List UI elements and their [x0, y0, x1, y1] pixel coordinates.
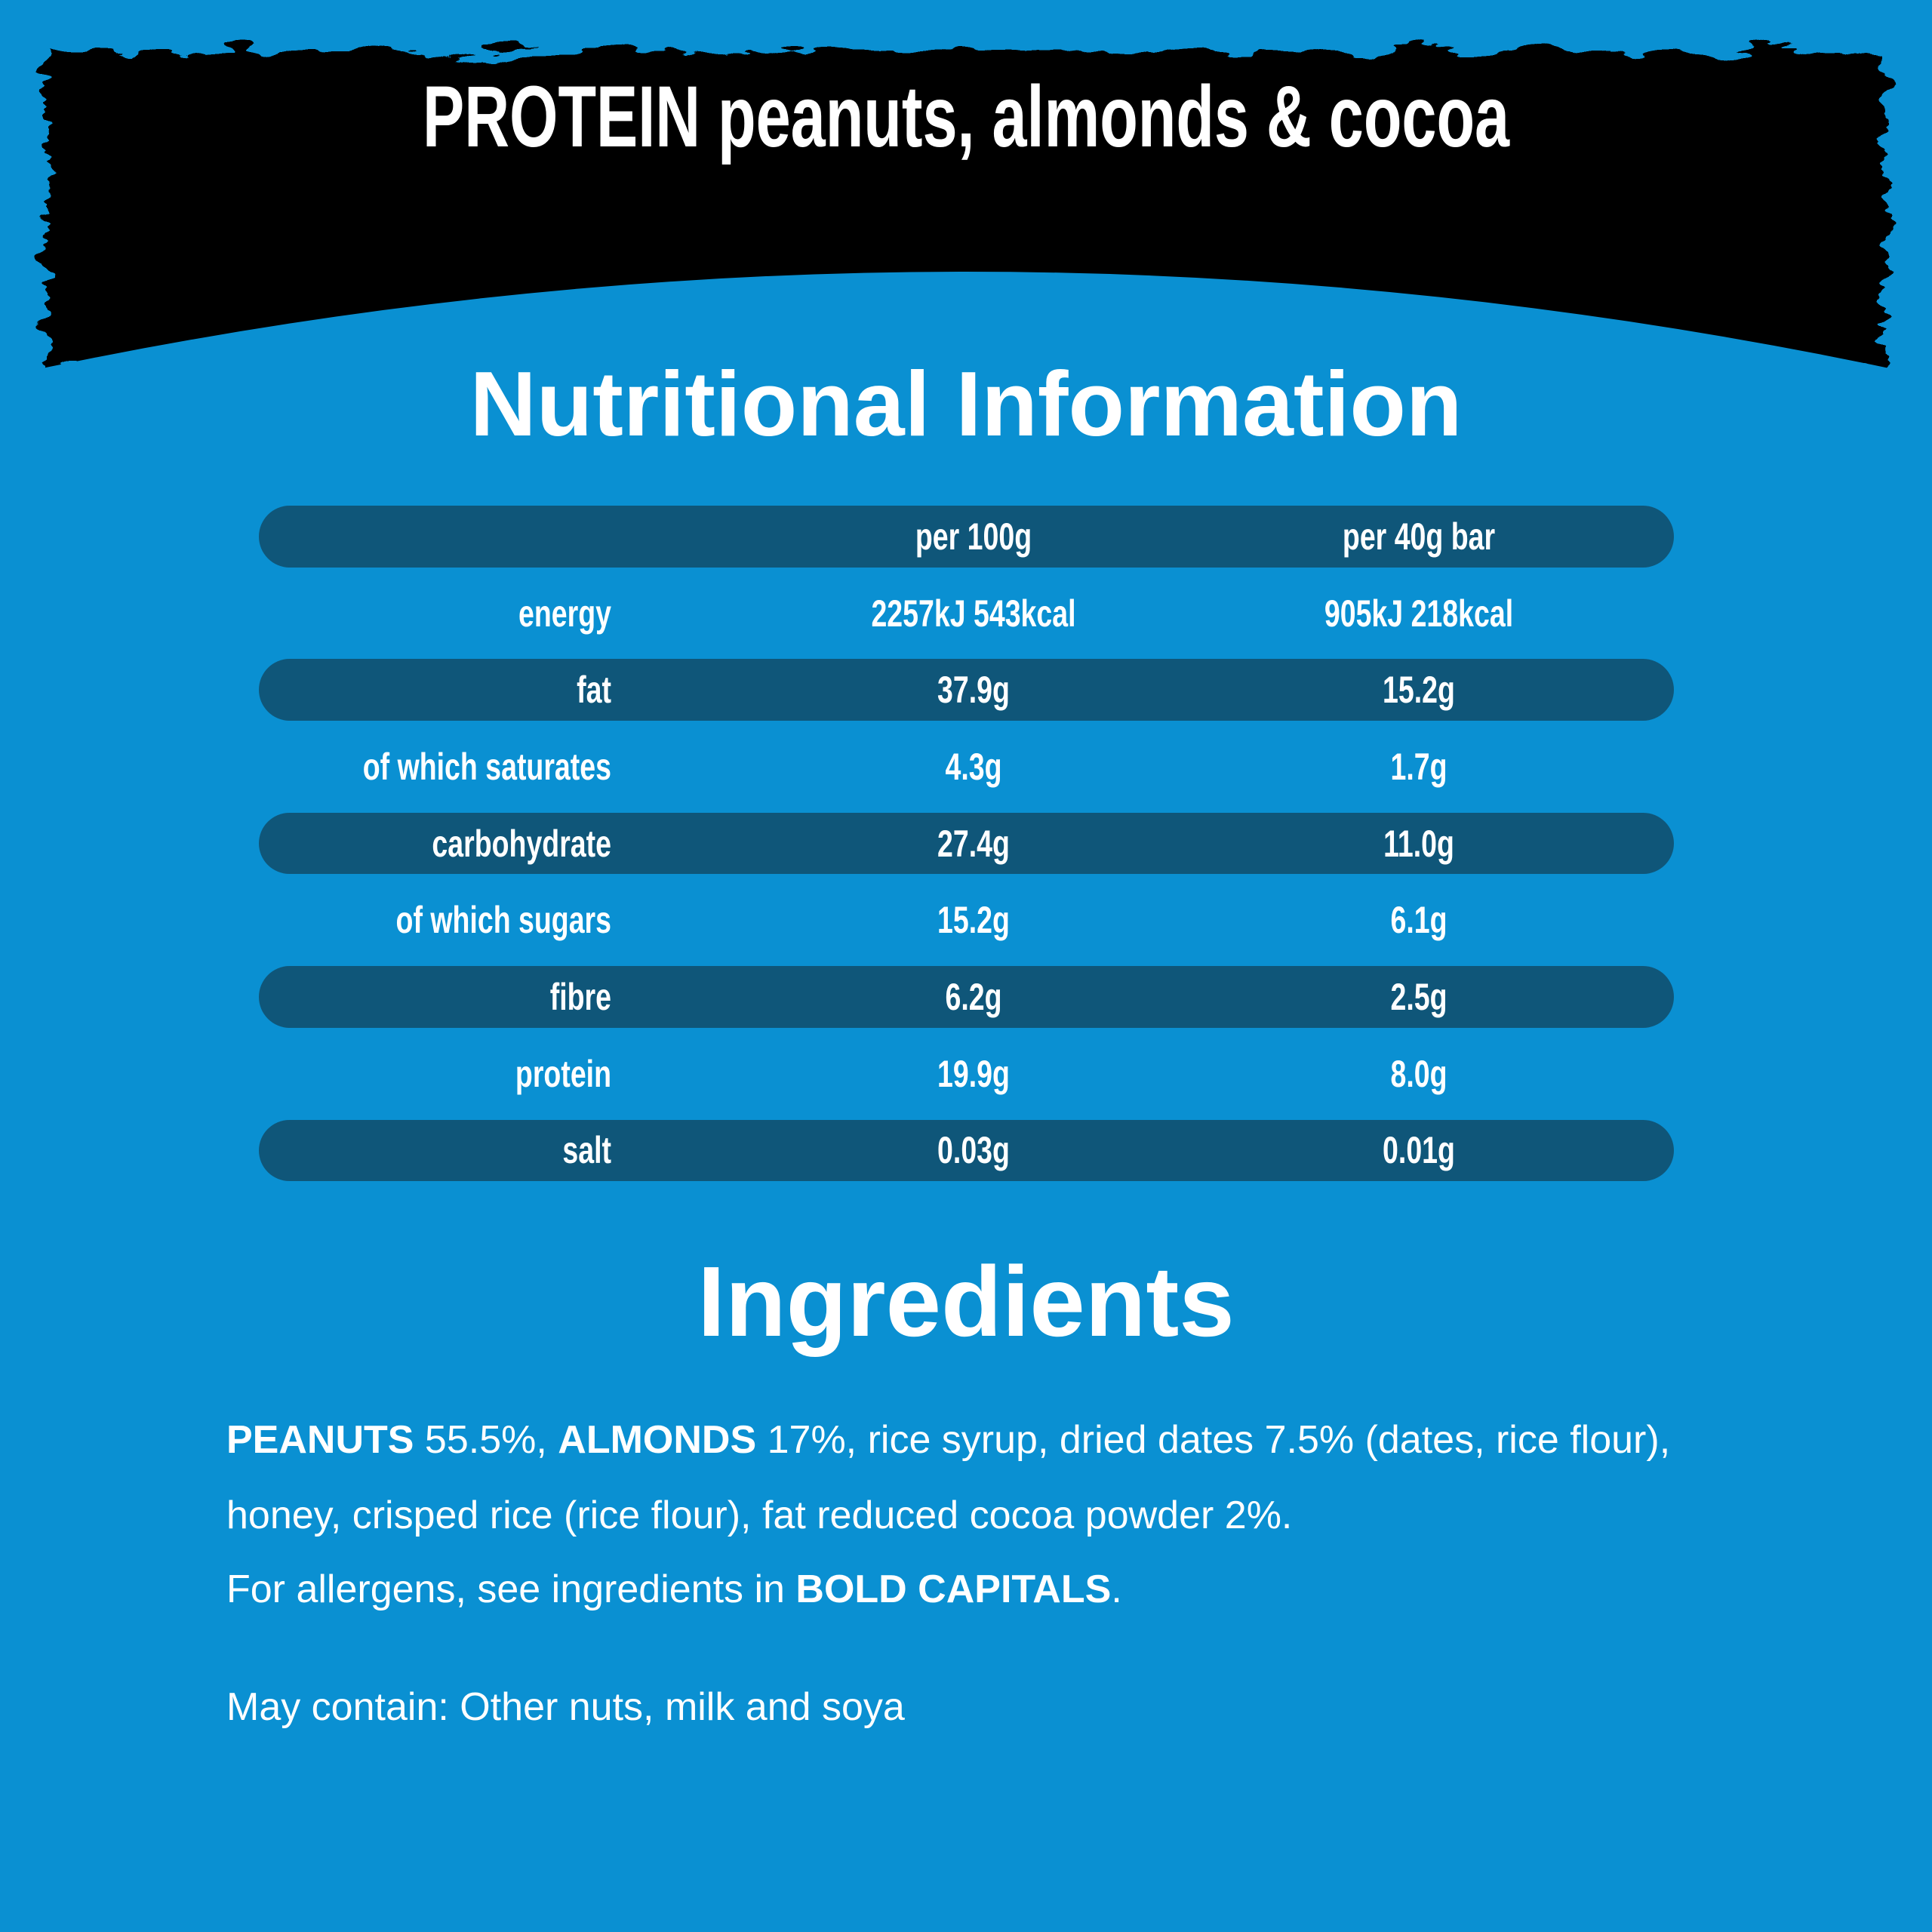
nutrition-table: per 100g per 40g bar energy 2257kJ 543kc… — [259, 498, 1674, 1189]
row-label-text: fibre — [549, 975, 611, 1018]
row-label-text: fat — [577, 669, 611, 712]
row-value-text: 4.3g — [945, 745, 1002, 788]
row-value-per-40g-bar: 905kJ 218kcal — [1278, 592, 1561, 635]
text-part: 55.5%, — [414, 1418, 558, 1462]
table-row: of which saturates 4.3g 1.7g — [259, 728, 1674, 805]
product-title: PROTEIN peanuts, almonds & cocoa — [0, 72, 1932, 162]
row-label-text: carbohydrate — [432, 822, 611, 865]
row-value-text: 6.1g — [1390, 899, 1447, 942]
row-label: salt — [347, 1128, 611, 1172]
table-row: carbohydrate 27.4g 11.0g — [259, 805, 1674, 882]
row-value-per-40g-bar: 0.01g — [1278, 1128, 1561, 1172]
row-label-text: protein — [515, 1052, 611, 1095]
row-value-per-100g: 6.2g — [832, 975, 1115, 1019]
row-value-text: 8.0g — [1390, 1052, 1447, 1095]
row-value-per-40g-bar: 6.1g — [1278, 898, 1561, 942]
row-value-per-100g: 37.9g — [832, 668, 1115, 712]
row-value-per-100g: 0.03g — [832, 1128, 1115, 1172]
table-row: salt 0.03g 0.01g — [259, 1112, 1674, 1189]
ingredients-paragraph: PEANUTS 55.5%, ALMONDS 17%, rice syrup, … — [226, 1402, 1736, 1553]
row-label-text: salt — [562, 1129, 611, 1172]
row-value-text: 19.9g — [937, 1052, 1010, 1095]
row-value-per-40g-bar: 15.2g — [1278, 668, 1561, 712]
row-label-text: of which saturates — [362, 745, 611, 788]
row-value-per-100g: 27.4g — [832, 822, 1115, 866]
row-value-text: 11.0g — [1383, 822, 1454, 865]
row-label-text: of which sugars — [395, 899, 611, 942]
row-label: carbohydrate — [347, 822, 611, 866]
black-band — [0, 51, 1932, 483]
text-part: . — [1111, 1567, 1122, 1611]
table-row: protein 19.9g 8.0g — [259, 1035, 1674, 1112]
table-header-row: per 100g per 40g bar — [259, 498, 1674, 575]
row-value-text: 2257kJ 543kcal — [871, 592, 1076, 635]
row-value-text: 0.01g — [1383, 1129, 1455, 1172]
row-label: energy — [347, 592, 611, 635]
table-row: of which sugars 15.2g 6.1g — [259, 881, 1674, 958]
column-header-per-40g-bar: per 40g bar — [1278, 515, 1561, 558]
text-part: For allergens, see ingredients in — [226, 1567, 796, 1611]
row-value-per-40g-bar: 8.0g — [1278, 1052, 1561, 1096]
row-value-per-40g-bar: 2.5g — [1278, 975, 1561, 1019]
row-value-text: 27.4g — [937, 822, 1010, 865]
row-value-text: 37.9g — [937, 669, 1010, 712]
table-body: energy 2257kJ 543kcal 905kJ 218kcal fat … — [259, 575, 1674, 1189]
column-header-per-100g: per 100g — [832, 515, 1115, 558]
may-contain-note: May contain: Other nuts, milk and soya — [226, 1685, 905, 1729]
text-part: BOLD CAPITALS — [795, 1567, 1112, 1611]
text-part: 17%, rice syrup, dried dates 7.5% (dates… — [226, 1418, 1671, 1537]
product-title-text: PROTEIN peanuts, almonds & cocoa — [422, 69, 1510, 165]
row-label: of which saturates — [347, 745, 611, 789]
row-value-per-100g: 2257kJ 543kcal — [832, 592, 1115, 635]
row-label: of which sugars — [347, 898, 611, 942]
row-value-per-100g: 4.3g — [832, 745, 1115, 789]
row-label-text: energy — [518, 592, 611, 635]
row-value-text: 6.2g — [945, 975, 1002, 1018]
ingredients-heading: Ingredients — [697, 1246, 1235, 1357]
row-label: protein — [347, 1052, 611, 1096]
row-value-per-40g-bar: 11.0g — [1278, 822, 1561, 866]
band-curve — [0, 272, 1932, 483]
row-label: fat — [347, 668, 611, 712]
text-part: PEANUTS — [226, 1418, 414, 1462]
row-value-text: 0.03g — [937, 1129, 1010, 1172]
row-value-text: 15.2g — [937, 899, 1010, 942]
text-part: ALMONDS — [558, 1418, 757, 1462]
row-value-text: 905kJ 218kcal — [1324, 592, 1514, 635]
row-value-text: 2.5g — [1390, 975, 1447, 1018]
table-row: fibre 6.2g 2.5g — [259, 958, 1674, 1035]
column-header-text: per 100g — [915, 515, 1032, 558]
row-value-text: 15.2g — [1383, 669, 1455, 712]
row-value-per-40g-bar: 1.7g — [1278, 745, 1561, 789]
allergen-note: For allergens, see ingredients in BOLD C… — [226, 1552, 1736, 1627]
column-header-text: per 40g bar — [1342, 515, 1496, 558]
row-label: fibre — [347, 975, 611, 1019]
table-row: energy 2257kJ 543kcal 905kJ 218kcal — [259, 575, 1674, 652]
row-value-per-100g: 15.2g — [832, 898, 1115, 942]
nutrition-heading: Nutritional Information — [469, 352, 1463, 455]
row-value-per-100g: 19.9g — [832, 1052, 1115, 1096]
table-row: fat 37.9g 15.2g — [259, 651, 1674, 728]
row-value-text: 1.7g — [1390, 745, 1447, 788]
